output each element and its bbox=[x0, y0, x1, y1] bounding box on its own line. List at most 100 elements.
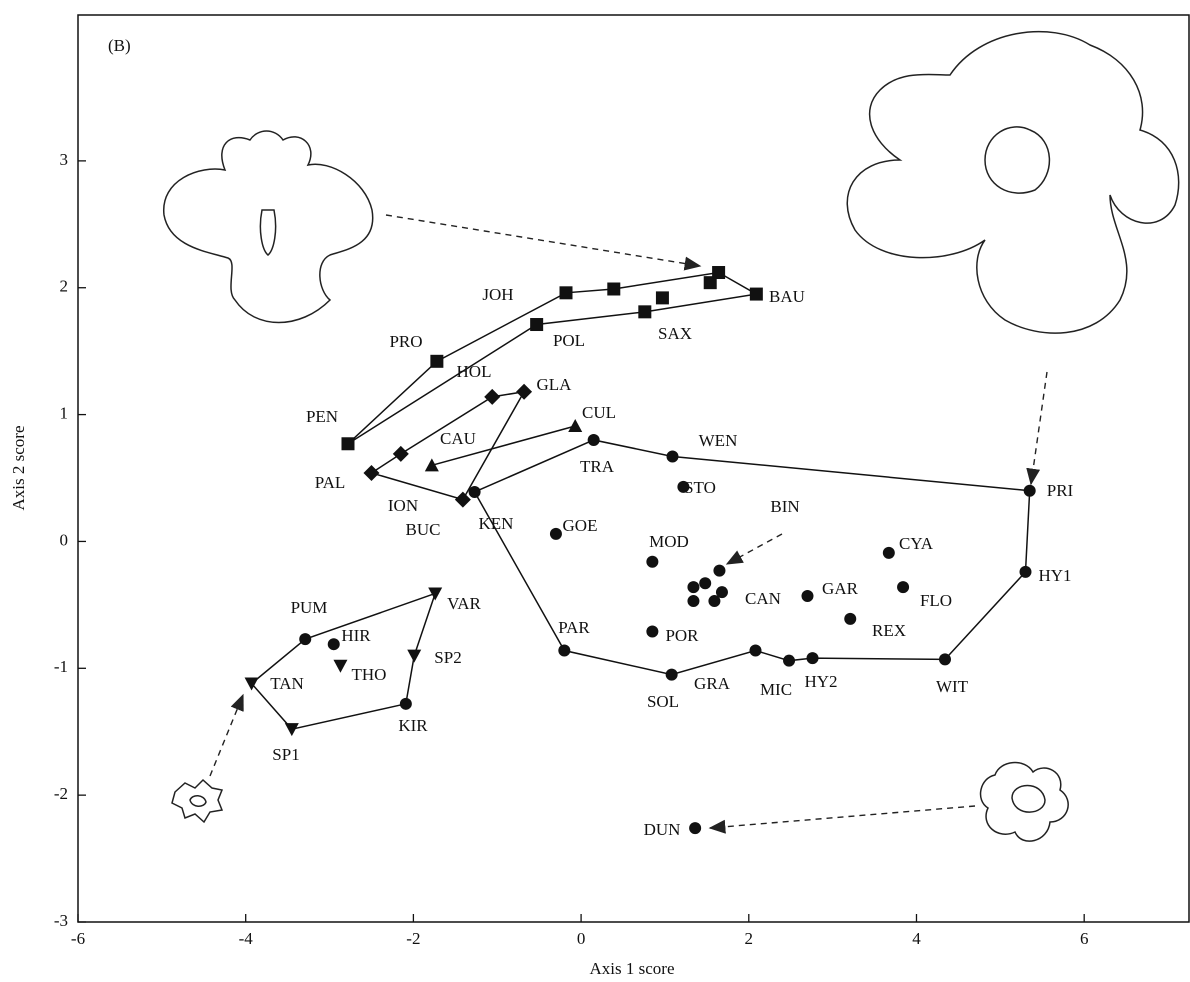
point bbox=[783, 655, 795, 667]
point bbox=[484, 389, 500, 405]
point-label: VAR bbox=[447, 594, 481, 613]
point-label: CUL bbox=[582, 403, 616, 422]
point-label: SP1 bbox=[272, 745, 299, 764]
point-label: MIC bbox=[760, 680, 792, 699]
x-tick-label: -2 bbox=[406, 929, 420, 948]
point bbox=[883, 547, 895, 559]
point bbox=[897, 581, 909, 593]
point bbox=[285, 723, 299, 736]
point-label: POR bbox=[665, 626, 699, 645]
point bbox=[299, 633, 311, 645]
point bbox=[333, 660, 347, 673]
pointer-arrow bbox=[727, 534, 782, 564]
point bbox=[704, 276, 717, 289]
point-label: GLA bbox=[537, 375, 573, 394]
x-tick-label: -6 bbox=[71, 929, 85, 948]
point bbox=[646, 626, 658, 638]
point-label: FLO bbox=[920, 591, 952, 610]
point bbox=[687, 581, 699, 593]
x-tick-label: 0 bbox=[577, 929, 586, 948]
point-label: PRO bbox=[389, 332, 422, 351]
point bbox=[558, 645, 570, 657]
point bbox=[801, 590, 813, 602]
point-label: MOD bbox=[649, 532, 689, 551]
point-label: SP2 bbox=[434, 648, 461, 667]
point bbox=[638, 305, 651, 318]
point bbox=[328, 638, 340, 650]
point bbox=[400, 698, 412, 710]
x-axis-label: Axis 1 score bbox=[590, 959, 675, 978]
point-label: ION bbox=[388, 496, 418, 515]
point-label: SAX bbox=[658, 324, 692, 343]
point bbox=[560, 286, 573, 299]
point bbox=[939, 653, 951, 665]
point-label: HY1 bbox=[1038, 566, 1071, 585]
pointer-arrow bbox=[386, 215, 700, 266]
point-label: THO bbox=[352, 665, 387, 684]
point bbox=[407, 650, 421, 663]
chart: (B) Axis 1 score Axis 2 score -6-4-20246… bbox=[0, 0, 1190, 982]
point-label: STO bbox=[684, 478, 716, 497]
x-tick-label: 4 bbox=[912, 929, 921, 948]
pointer-arrow bbox=[1031, 372, 1047, 484]
point bbox=[844, 613, 856, 625]
point bbox=[1019, 566, 1031, 578]
point-label: HIR bbox=[341, 626, 371, 645]
panel-label: (B) bbox=[108, 36, 131, 55]
point bbox=[588, 434, 600, 446]
point-label: BIN bbox=[770, 497, 799, 516]
x-tick-label: 2 bbox=[745, 929, 754, 948]
x-tick-label: 6 bbox=[1080, 929, 1089, 948]
point bbox=[428, 587, 442, 600]
point-label: BAU bbox=[769, 287, 805, 306]
y-tick-label: -1 bbox=[54, 657, 68, 676]
outline bbox=[475, 440, 1030, 675]
point bbox=[689, 822, 701, 834]
point-label: TRA bbox=[580, 457, 615, 476]
point bbox=[713, 565, 725, 577]
point-label: GOE bbox=[563, 516, 598, 535]
point bbox=[656, 291, 669, 304]
pointer-arrow bbox=[210, 695, 243, 776]
point-label: SOL bbox=[647, 692, 679, 711]
point-label: POL bbox=[553, 331, 585, 350]
point-label: WEN bbox=[699, 431, 738, 450]
point bbox=[430, 355, 443, 368]
point bbox=[699, 577, 711, 589]
point bbox=[516, 384, 532, 400]
point-label: TAN bbox=[270, 674, 304, 693]
point-label: PAR bbox=[558, 618, 590, 637]
point bbox=[363, 465, 379, 481]
point-label: CYA bbox=[899, 534, 934, 553]
y-tick-label: -2 bbox=[54, 784, 68, 803]
outline bbox=[348, 273, 756, 444]
point bbox=[807, 652, 819, 664]
point-label: PEN bbox=[306, 407, 338, 426]
y-tick-label: 1 bbox=[60, 403, 69, 422]
point-label: CAU bbox=[440, 429, 476, 448]
point-label: BUC bbox=[406, 520, 441, 539]
y-axis-label: Axis 2 score bbox=[9, 426, 28, 511]
point-label: GAR bbox=[822, 579, 859, 598]
flower-drawing bbox=[847, 32, 1178, 334]
point bbox=[455, 492, 471, 508]
point bbox=[1024, 485, 1036, 497]
y-tick-label: -3 bbox=[54, 911, 68, 930]
point-label: REX bbox=[872, 621, 906, 640]
point bbox=[607, 283, 620, 296]
flower-drawing bbox=[981, 763, 1069, 842]
y-tick-label: 0 bbox=[60, 530, 69, 549]
point bbox=[716, 586, 728, 598]
point-label: KIR bbox=[398, 716, 428, 735]
point-label: KEN bbox=[479, 514, 514, 533]
point bbox=[750, 645, 762, 657]
point bbox=[550, 528, 562, 540]
point bbox=[646, 556, 658, 568]
point-label: JOH bbox=[482, 285, 513, 304]
point bbox=[393, 446, 409, 462]
point bbox=[469, 486, 481, 498]
point bbox=[666, 669, 678, 681]
point-label: HY2 bbox=[804, 672, 837, 691]
point bbox=[425, 458, 439, 471]
point-label: PUM bbox=[291, 598, 328, 617]
